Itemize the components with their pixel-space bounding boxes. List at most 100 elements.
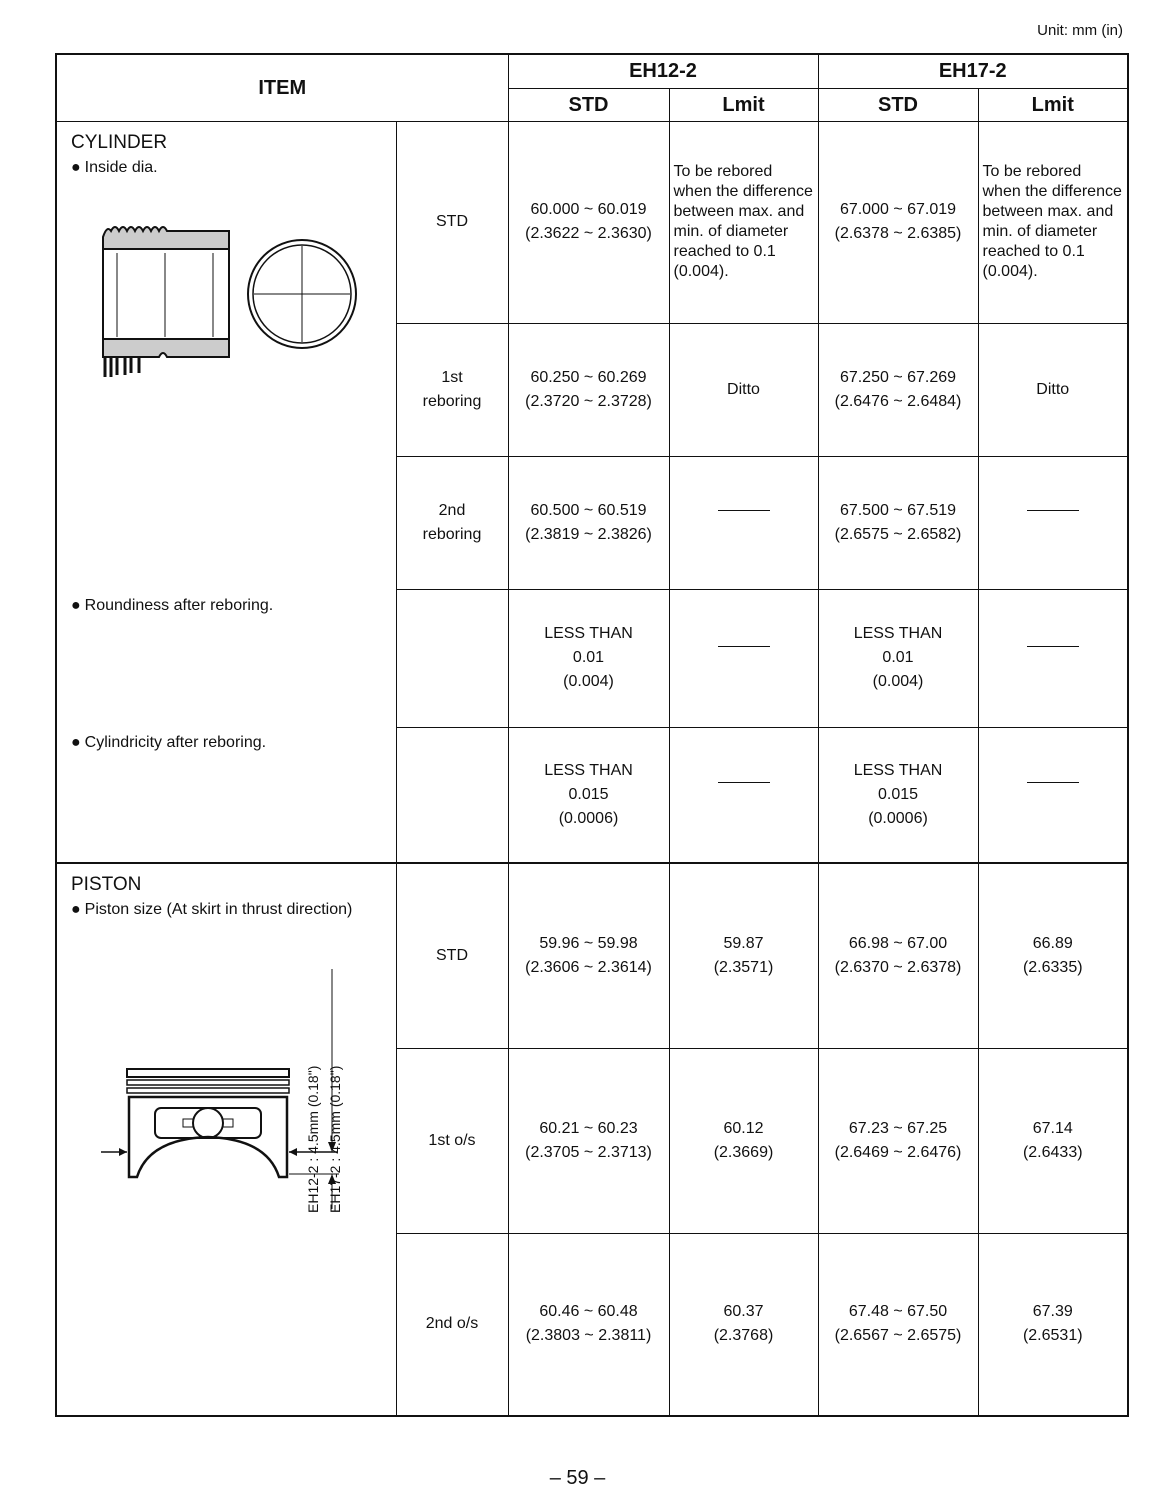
value-line: LESS THAN bbox=[544, 625, 633, 642]
label-line: reboring bbox=[422, 525, 482, 543]
value-in: (2.6378 ~ 2.6385) bbox=[834, 225, 962, 242]
header-eh12-limit: Lmit bbox=[668, 87, 819, 122]
piston-title: PISTON bbox=[71, 874, 142, 895]
dash: — bbox=[717, 645, 770, 671]
eh12-limit-value: — bbox=[668, 455, 819, 590]
table-row: 1st reboring 60.250 ~ 60.269 (2.3720 ~ 2.3… bbox=[56, 322, 1129, 457]
eh12-std-value: 60.250 ~ 60.269 (2.3720 ~ 2.3728) bbox=[507, 322, 670, 457]
value-mm: 60.250 ~ 60.269 bbox=[530, 368, 647, 386]
value-in: (2.3571) bbox=[713, 958, 774, 976]
value-mm: 67.39 bbox=[1032, 1303, 1073, 1321]
value-in: (2.6433) bbox=[1022, 1143, 1083, 1161]
value-in: (2.6469 ~ 2.6476) bbox=[834, 1143, 962, 1161]
value-in: (0.004) bbox=[872, 673, 924, 690]
value-in: (2.6370 ~ 2.6378) bbox=[834, 958, 962, 976]
value-in: (2.3669) bbox=[713, 1143, 774, 1161]
value-mm: 0.015 bbox=[568, 785, 609, 803]
value-mm: 59.87 bbox=[723, 934, 764, 952]
header-model-eh17: EH17-2 bbox=[817, 53, 1129, 89]
value-in: (2.6575 ~ 2.6582) bbox=[834, 525, 962, 543]
dash: — bbox=[717, 510, 770, 535]
spec-table: ITEM EH12-2 EH17-2 STD Lmit STD Lmit CYL… bbox=[55, 53, 1129, 1417]
value-in: (0.004) bbox=[563, 673, 614, 690]
value-mm: 60.12 bbox=[723, 1119, 764, 1137]
value-mm: 66.89 bbox=[1032, 934, 1073, 952]
value-line: LESS THAN bbox=[853, 625, 943, 642]
eh17-limit-value: To be rebored when the difference betwee… bbox=[977, 120, 1129, 324]
value-mm: 67.000 ~ 67.019 bbox=[839, 201, 957, 218]
dim-labels: EH12-2 : 4.5mm (0.18") EH17-2 : 4.5mm (0… bbox=[303, 1036, 343, 1216]
eh17-limit-value: 66.89 (2.6335) bbox=[977, 862, 1129, 1049]
eh12-limit-value: — bbox=[668, 588, 819, 728]
value-mm: 0.01 bbox=[572, 649, 605, 666]
piston-diagram bbox=[101, 969, 339, 1209]
value-mm: 67.23 ~ 67.25 bbox=[848, 1119, 948, 1137]
value-in: (2.3768) bbox=[713, 1327, 774, 1345]
eh12-std-value: 60.000 ~ 60.019 (2.3622 ~ 2.3630) bbox=[507, 120, 670, 324]
value-in: (2.6531) bbox=[1022, 1327, 1083, 1345]
eh17-std-value: 67.500 ~ 67.519 (2.6575 ~ 2.6582) bbox=[817, 455, 979, 590]
value-mm: 66.98 ~ 67.00 bbox=[848, 934, 948, 952]
row-label bbox=[395, 726, 509, 864]
dim-eh12: EH12-2 : 4.5mm (0.18") bbox=[305, 1065, 321, 1213]
eh17-limit-value: 67.14 (2.6433) bbox=[977, 1047, 1129, 1234]
eh17-limit-value: 67.39 (2.6531) bbox=[977, 1232, 1129, 1417]
row-label: STD bbox=[395, 120, 509, 324]
eh12-std-value: 59.96 ~ 59.98 (2.3606 ~ 2.3614) bbox=[507, 862, 670, 1049]
row-label: 1st reboring bbox=[395, 322, 509, 457]
header-item: ITEM bbox=[55, 53, 509, 122]
cylinder-diagram bbox=[102, 225, 357, 377]
table-row: LESS THAN 0.015 (0.0006) — LESS THAN 0.015 (… bbox=[56, 726, 1129, 864]
value-in: (2.6476 ~ 2.6484) bbox=[834, 392, 962, 410]
row-label: 2nd o/s bbox=[395, 1232, 509, 1417]
value-mm: 60.21 ~ 60.23 bbox=[539, 1119, 638, 1137]
value-line: LESS THAN bbox=[544, 761, 633, 779]
value-mm: 60.37 bbox=[723, 1303, 764, 1321]
row-label: STD bbox=[395, 862, 509, 1049]
eh17-limit-value: — bbox=[977, 726, 1129, 864]
eh12-std-value: 60.500 ~ 60.519 (2.3819 ~ 2.3826) bbox=[507, 455, 670, 590]
value-mm: 60.500 ~ 60.519 bbox=[530, 501, 647, 519]
value-line: LESS THAN bbox=[853, 761, 943, 779]
cylindricity-label: Cylindricity after reboring. bbox=[71, 731, 266, 755]
eh17-std-value: LESS THAN 0.01 (0.004) bbox=[817, 588, 979, 728]
cylinder-title: CYLINDER bbox=[71, 131, 168, 153]
eh17-std-value: 67.000 ~ 67.019 (2.6378 ~ 2.6385) bbox=[817, 120, 979, 324]
eh12-std-value: LESS THAN 0.01 (0.004) bbox=[507, 588, 670, 728]
value-in: (2.3720 ~ 2.3728) bbox=[525, 392, 652, 410]
eh12-std-value: LESS THAN 0.015 (0.0006) bbox=[507, 726, 670, 864]
eh12-limit-value: Ditto bbox=[668, 322, 819, 457]
value-mm: 60.46 ~ 60.48 bbox=[539, 1303, 638, 1321]
header-eh17-std: STD bbox=[817, 87, 979, 122]
value-mm: 0.015 bbox=[877, 785, 919, 803]
value-in: (2.6335) bbox=[1022, 958, 1083, 976]
row-label: 2nd reboring bbox=[395, 455, 509, 590]
value-mm: 67.14 bbox=[1032, 1119, 1073, 1137]
value-mm: 59.96 ~ 59.98 bbox=[539, 934, 638, 952]
table-row: 1st o/s 60.21 ~ 60.23 (2.3705 ~ 2.3713) 6… bbox=[56, 1047, 1129, 1234]
value-in: (0.0006) bbox=[868, 809, 928, 827]
table-row: PISTON Piston size (At skirt in thrust d… bbox=[55, 862, 1129, 1417]
eh17-std-value: 67.23 ~ 67.25 (2.6469 ~ 2.6476) bbox=[817, 1047, 979, 1234]
value-in: (2.3606 ~ 2.3614) bbox=[525, 958, 652, 976]
value-in: (2.3705 ~ 2.3713) bbox=[525, 1143, 652, 1161]
dash: — bbox=[1026, 510, 1079, 535]
eh17-std-value: LESS THAN 0.015 (0.0006) bbox=[817, 726, 979, 864]
value-mm: 0.01 bbox=[882, 649, 914, 666]
table-row: CYLINDER Inside dia. Roundiness after re… bbox=[55, 120, 1129, 864]
eh12-limit-value: — bbox=[668, 726, 819, 864]
header-eh17-limit: Lmit bbox=[977, 87, 1129, 122]
eh17-limit-value: — bbox=[977, 588, 1129, 728]
row-label: 1st o/s bbox=[395, 1047, 509, 1234]
dim-eh17: EH17-2 : 4.5mm (0.18") bbox=[327, 1065, 343, 1213]
label-line: 2nd bbox=[438, 501, 466, 519]
header-model-eh12: EH12-2 bbox=[507, 53, 819, 89]
value-in: (2.3819 ~ 2.3826) bbox=[525, 525, 652, 543]
label-line: 1st bbox=[441, 368, 463, 386]
eh12-std-value: 60.21 ~ 60.23 (2.3705 ~ 2.3713) bbox=[507, 1047, 670, 1234]
eh12-limit-value: 60.12 (2.3669) bbox=[668, 1047, 819, 1234]
piston-item-cell: PISTON Piston size (At skirt in thrust d… bbox=[55, 862, 397, 1417]
dash: — bbox=[1026, 782, 1079, 807]
eh17-std-value: 67.48 ~ 67.50 (2.6567 ~ 2.6575) bbox=[817, 1232, 979, 1417]
label-line: reboring bbox=[422, 392, 482, 410]
